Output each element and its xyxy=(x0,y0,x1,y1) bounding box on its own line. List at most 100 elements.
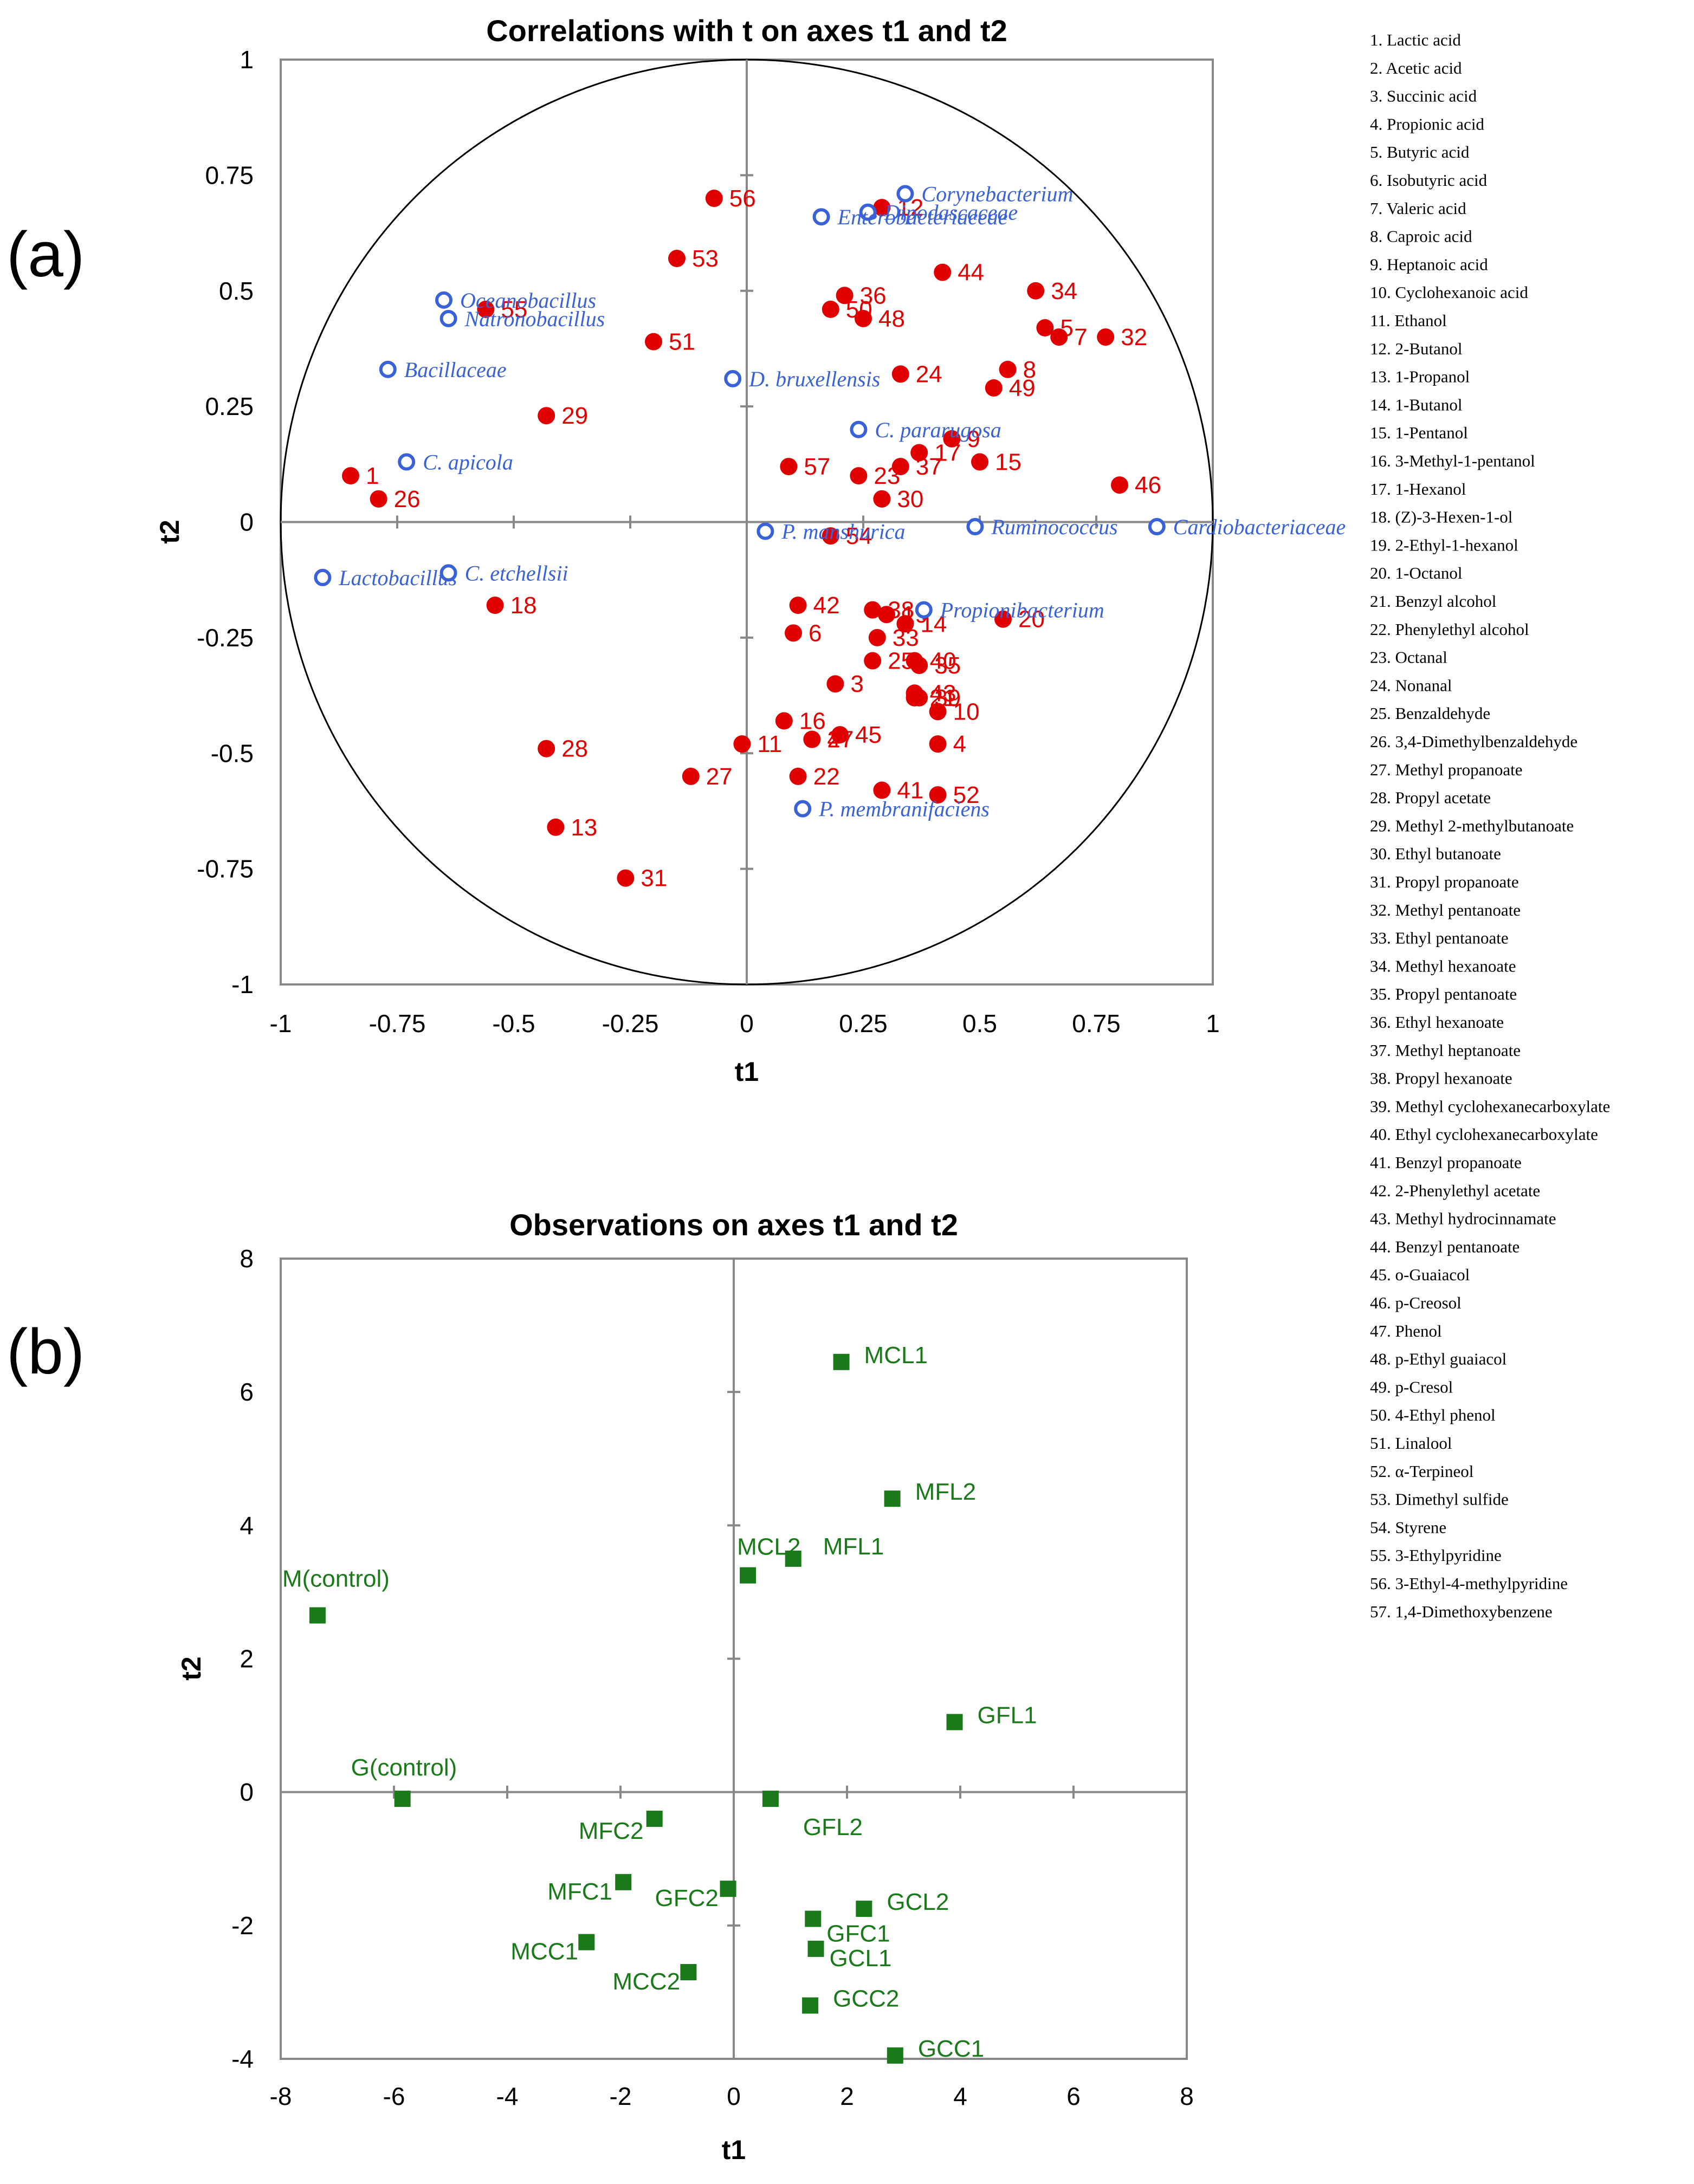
legend-item: 14. 1-Butanol xyxy=(1370,395,1463,414)
x-tick-label: -2 xyxy=(610,2082,632,2110)
compound-label: 52 xyxy=(953,782,980,808)
compound-point xyxy=(1050,328,1068,346)
compound-label: 16 xyxy=(799,708,826,735)
compound-label: 47 xyxy=(827,727,854,753)
compound-point xyxy=(896,615,914,633)
legend-item: 5. Butyric acid xyxy=(1370,142,1470,161)
compound-point xyxy=(822,300,839,318)
compound-point xyxy=(538,740,555,757)
taxon-label: C. apicola xyxy=(423,450,513,475)
compound-point xyxy=(906,684,923,702)
legend-item: 7. Valeric acid xyxy=(1370,199,1466,218)
observation-label: MCL2 xyxy=(737,1534,800,1560)
legend-item: 25. Benzaldehyde xyxy=(1370,704,1490,723)
compound-label: 50 xyxy=(846,296,872,323)
compound-point xyxy=(831,726,849,744)
y-tick-label: -0.75 xyxy=(197,855,254,883)
x-tick-label: 0 xyxy=(740,1009,754,1038)
taxon-label: Oceanobacillus xyxy=(460,288,596,313)
x-tick-label: -0.25 xyxy=(602,1009,659,1038)
compound-point xyxy=(891,365,909,383)
y-axis-title: t2 xyxy=(154,520,185,543)
observation-label: GFC2 xyxy=(655,1885,719,1911)
legend-item: 44. Benzyl pentanoate xyxy=(1370,1237,1520,1256)
compound-label: 35 xyxy=(934,652,961,679)
compound-point xyxy=(1027,282,1045,300)
legend-item: 57. 1,4-Dimethoxybenzene xyxy=(1370,1602,1553,1621)
taxon-point xyxy=(757,522,774,540)
x-tick-label: -0.75 xyxy=(369,1009,426,1038)
x-tick-label: -1 xyxy=(270,1009,292,1038)
observation-point xyxy=(807,1940,824,1957)
compound-label: 31 xyxy=(641,865,667,892)
observation-point xyxy=(856,1901,872,1917)
taxon-point xyxy=(439,564,457,582)
compound-point xyxy=(855,309,872,327)
compound-label: 54 xyxy=(846,523,872,549)
compound-label: 46 xyxy=(1135,472,1161,498)
compound-label: 57 xyxy=(804,453,830,480)
y-tick-label: -1 xyxy=(231,970,254,999)
compound-point xyxy=(943,430,961,448)
legend-item: 26. 3,4-Dimethylbenzaldehyde xyxy=(1370,732,1577,751)
compound-point xyxy=(1036,319,1054,337)
compound-label: 11 xyxy=(757,731,782,757)
compound-point xyxy=(342,467,359,485)
taxon-label: Corynebacterium xyxy=(921,182,1073,206)
observation-label: MCC1 xyxy=(510,1939,578,1965)
taxon-label: C. etchellsii xyxy=(465,561,568,585)
compound-point xyxy=(789,597,807,614)
observation-label: M(control) xyxy=(282,1565,390,1592)
observation-label: GCC2 xyxy=(833,1986,899,2012)
observation-point xyxy=(309,1607,326,1624)
chart-title: Observations on axes t1 and t2 xyxy=(509,1208,958,1242)
compound-label: 24 xyxy=(916,361,942,387)
observation-point xyxy=(802,1997,819,2014)
compound-label: 48 xyxy=(878,306,905,332)
taxon-point xyxy=(896,185,914,203)
compound-label: 15 xyxy=(995,449,1021,476)
legend-item: 48. p-Ethyl guaiacol xyxy=(1370,1350,1507,1369)
compound-label: 9 xyxy=(967,426,980,452)
legend-item: 9. Heptanoic acid xyxy=(1370,255,1488,274)
compound-point xyxy=(864,601,882,619)
x-tick-label: 4 xyxy=(953,2082,967,2110)
compound-point xyxy=(873,199,891,217)
observation-label: MFL2 xyxy=(915,1479,976,1505)
x-tick-label: 8 xyxy=(1180,2082,1194,2110)
compound-point xyxy=(985,379,1003,397)
legend-item: 56. 3-Ethyl-4-methylpyridine xyxy=(1370,1574,1568,1593)
taxon-label: D. bruxellensis xyxy=(748,367,880,391)
observation-label: GFL2 xyxy=(803,1814,863,1840)
legend-item: 35. Propyl pentanoate xyxy=(1370,984,1517,1003)
taxon-label: P. manshurica xyxy=(781,520,905,544)
compound-label: 49 xyxy=(1009,375,1036,401)
compound-point xyxy=(1111,476,1128,494)
observation-point xyxy=(833,1353,850,1370)
x-tick-label: 0.5 xyxy=(962,1009,997,1038)
compound-label: 20 xyxy=(1018,606,1045,633)
x-tick-label: -6 xyxy=(383,2082,405,2110)
compound-point xyxy=(891,458,909,476)
observation-label: MCC2 xyxy=(612,1968,680,1995)
legend-item: 30. Ethyl butanoate xyxy=(1370,844,1501,863)
taxon-point xyxy=(966,518,984,536)
compound-label: 32 xyxy=(1121,324,1147,351)
taxon-point xyxy=(850,420,868,438)
x-tick-label: 0.25 xyxy=(839,1009,888,1038)
compound-point xyxy=(538,407,555,425)
compound-label: 1 xyxy=(366,463,379,489)
legend-item: 27. Methyl propanoate xyxy=(1370,760,1523,779)
legend-item: 53. Dimethyl sulfide xyxy=(1370,1490,1509,1509)
observation-label: GFC1 xyxy=(826,1921,890,1947)
observation-label: GCL2 xyxy=(887,1889,949,1915)
legend-item: 32. Methyl pentanoate xyxy=(1370,900,1521,919)
taxon-point xyxy=(314,568,332,586)
legend-item: 8. Caproic acid xyxy=(1370,227,1472,246)
legend-item: 24. Nonanal xyxy=(1370,676,1452,695)
correlation-chart: -1 -0.75 -0.5 -0.25 0 0.25 0.5 0.75 1 -1 -0.75 -0.5… xyxy=(154,14,1346,1087)
legend-item: 52. α-Terpineol xyxy=(1370,1462,1473,1481)
legend-item: 41. Benzyl propanoate xyxy=(1370,1153,1522,1172)
legend-item: 19. 2-Ethyl-1-hexanol xyxy=(1370,535,1518,554)
